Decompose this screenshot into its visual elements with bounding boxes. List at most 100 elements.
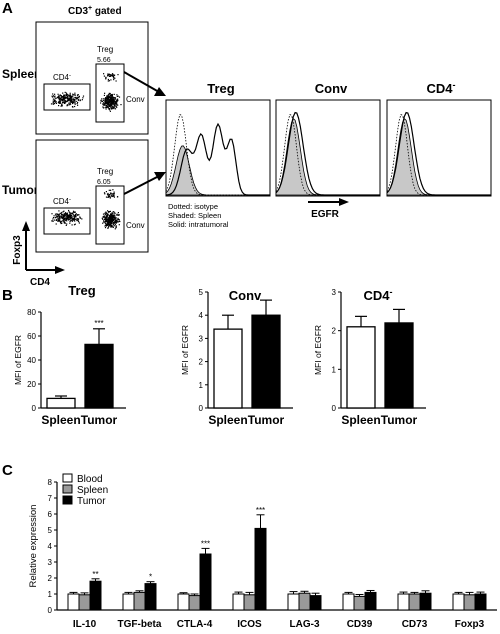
event-dot: [71, 99, 73, 101]
event-dot: [63, 217, 65, 219]
gate-cd4neg-spleen: [43, 83, 91, 111]
event-dot: [72, 210, 75, 212]
y-tick-label: 0: [48, 606, 53, 615]
legend-swatch: [62, 473, 73, 483]
histogram-title-conv: Conv: [315, 81, 348, 96]
event-dot: [54, 213, 57, 215]
event-dot: [114, 219, 116, 221]
event-dot: [112, 216, 114, 218]
event-dot: [71, 212, 73, 214]
event-dot: [68, 214, 70, 216]
event-dot: [107, 73, 109, 75]
event-dot: [53, 215, 55, 217]
event-dot: [107, 213, 109, 215]
event-dot: [114, 217, 117, 219]
event-dot: [74, 218, 76, 220]
event-dot: [117, 212, 119, 214]
event-dot: [111, 99, 113, 101]
event-dot: [60, 95, 62, 97]
gate-conv-label-spleen: Conv: [126, 95, 145, 104]
event-dot: [106, 223, 108, 225]
event-dot: [74, 211, 76, 213]
event-dot: [66, 219, 68, 221]
axis-arrows: [22, 221, 65, 274]
event-dot: [111, 96, 113, 98]
event-dot: [64, 96, 66, 98]
event-dot: [106, 98, 108, 100]
event-dot: [108, 222, 110, 224]
event-dot: [105, 108, 107, 110]
event-dot: [72, 93, 74, 95]
event-dot: [104, 219, 107, 221]
y-tick-label: 0: [332, 404, 337, 413]
event-dot: [63, 215, 65, 217]
event-dot: [113, 106, 115, 108]
event-dot: [77, 218, 79, 220]
event-dot: [56, 218, 58, 221]
event-dot: [68, 214, 70, 216]
event-dot: [108, 100, 110, 102]
bar: [254, 527, 267, 611]
event-dot: [70, 96, 72, 98]
histogram-legend-solid: Solid: intratumoral: [168, 220, 229, 229]
significance-marker: ***: [201, 539, 210, 548]
x-axis-label-cd4: CD4: [30, 277, 50, 288]
event-dot: [66, 220, 68, 222]
event-dot: [69, 217, 72, 219]
event-dot: [69, 98, 71, 100]
event-dot: [110, 106, 112, 109]
event-dot: [76, 103, 78, 105]
event-dot: [116, 94, 118, 96]
y-tick-label: 80: [27, 308, 36, 317]
bar: [78, 594, 91, 611]
event-dot: [65, 224, 67, 226]
event-dot: [113, 79, 115, 81]
y-tick-label: 1: [332, 365, 337, 374]
event-dot: [55, 219, 57, 221]
event-dot: [106, 95, 108, 97]
y-tick-label: 0: [32, 404, 37, 413]
event-dot: [103, 73, 105, 75]
bar: [384, 322, 414, 409]
event-dot: [52, 100, 54, 102]
event-dot: [64, 213, 66, 215]
event-dot: [74, 92, 76, 94]
event-dot: [58, 100, 60, 103]
x-category-label: TGF-beta: [118, 619, 162, 630]
event-dot: [109, 223, 111, 226]
event-dot: [57, 217, 59, 219]
event-dot: [64, 222, 66, 224]
event-dot: [113, 225, 115, 227]
tissue-label-spleen: Spleen: [2, 67, 41, 81]
event-dot: [105, 213, 107, 215]
event-dot: [60, 221, 62, 223]
event-dot: [109, 196, 111, 198]
event-dot: [62, 220, 64, 222]
event-dot: [108, 189, 110, 191]
event-dot: [108, 225, 110, 227]
event-dot: [67, 97, 69, 99]
event-dot: [112, 219, 114, 221]
event-dot: [110, 94, 112, 96]
event-dot: [82, 97, 84, 99]
event-dot: [73, 211, 75, 213]
bar: [353, 595, 366, 611]
event-dot: [62, 98, 64, 100]
x-category-label: Spleen: [208, 413, 247, 427]
event-dot: [112, 107, 115, 109]
event-dot: [107, 218, 109, 220]
dotplot-spleen: [35, 21, 149, 135]
event-dot: [70, 98, 72, 100]
event-dot: [111, 94, 113, 97]
event-dot: [111, 102, 113, 104]
event-dot: [81, 99, 83, 101]
event-dot: [106, 193, 109, 195]
event-dot: [116, 106, 118, 108]
event-dot: [105, 191, 107, 193]
event-dot: [109, 95, 112, 97]
event-dot: [106, 96, 108, 98]
event-dot: [110, 220, 113, 222]
event-dot: [110, 217, 112, 219]
event-dot: [68, 219, 70, 221]
event-dot: [54, 217, 56, 219]
